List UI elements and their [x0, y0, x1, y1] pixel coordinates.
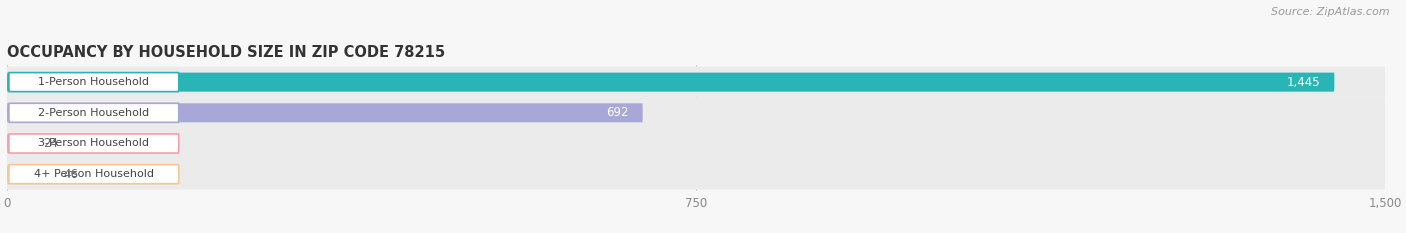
Text: 24: 24 [42, 137, 58, 150]
FancyBboxPatch shape [7, 165, 49, 184]
FancyBboxPatch shape [7, 73, 1334, 92]
FancyBboxPatch shape [7, 67, 1385, 97]
Text: 1-Person Household: 1-Person Household [38, 77, 149, 87]
Text: 46: 46 [63, 168, 79, 181]
FancyBboxPatch shape [7, 103, 643, 122]
FancyBboxPatch shape [7, 97, 1385, 128]
FancyBboxPatch shape [8, 134, 179, 153]
FancyBboxPatch shape [7, 134, 30, 153]
FancyBboxPatch shape [8, 165, 179, 184]
FancyBboxPatch shape [7, 128, 1385, 159]
Text: Source: ZipAtlas.com: Source: ZipAtlas.com [1271, 7, 1389, 17]
Text: 4+ Person Household: 4+ Person Household [34, 169, 153, 179]
Text: 1,445: 1,445 [1286, 76, 1320, 89]
FancyBboxPatch shape [8, 73, 179, 92]
Text: 692: 692 [606, 106, 628, 119]
Text: 3-Person Household: 3-Person Household [38, 138, 149, 148]
Text: OCCUPANCY BY HOUSEHOLD SIZE IN ZIP CODE 78215: OCCUPANCY BY HOUSEHOLD SIZE IN ZIP CODE … [7, 45, 446, 60]
FancyBboxPatch shape [7, 159, 1385, 189]
Text: 2-Person Household: 2-Person Household [38, 108, 149, 118]
FancyBboxPatch shape [8, 103, 179, 122]
